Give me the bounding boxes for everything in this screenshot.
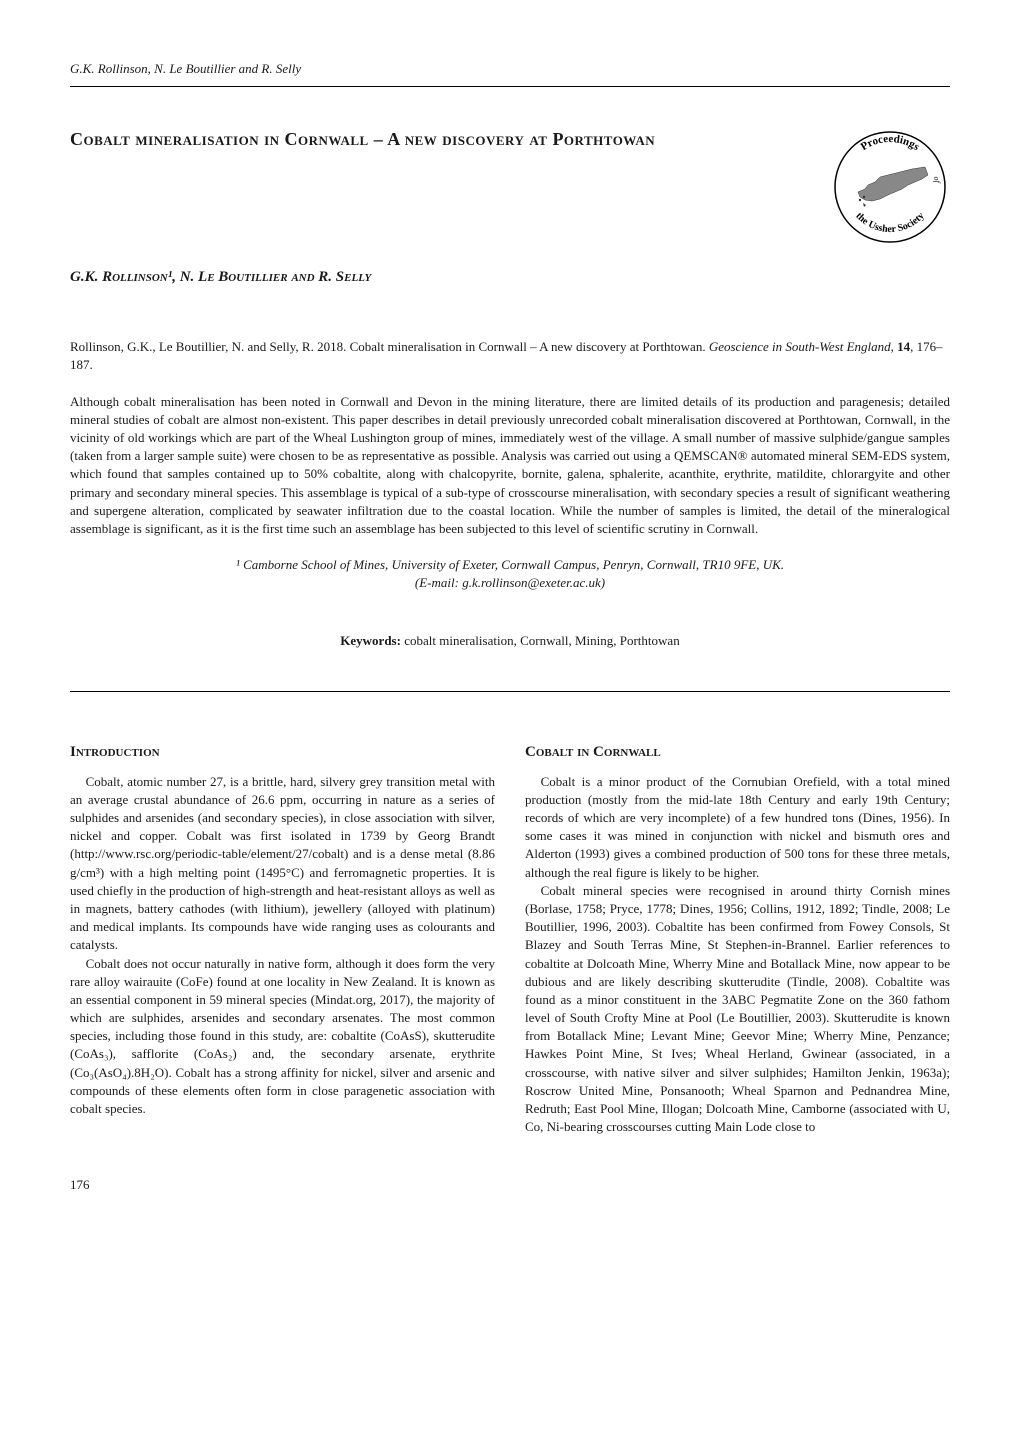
paper-title: Cobalt mineralisation in Cornwall – A ne… <box>70 127 810 152</box>
right-column: Cobalt in Cornwall Cobalt is a minor pro… <box>525 742 950 1137</box>
society-logo: Proceedings of the Ussher Society <box>830 127 950 247</box>
citation-text: Rollinson, G.K., Le Boutillier, N. and S… <box>70 339 706 354</box>
cobalt-cornwall-para2: Cobalt mineral species were recognised i… <box>525 882 950 1137</box>
citation-volume: 14 <box>897 339 910 354</box>
keywords-text: cobalt mineralisation, Cornwall, Mining,… <box>404 633 680 648</box>
keywords: Keywords: cobalt mineralisation, Cornwal… <box>70 632 950 650</box>
authors: G.K. Rollinson¹, N. Le Boutillier and R.… <box>70 267 950 288</box>
affiliation-line2: (E-mail: g.k.rollinson@exeter.ac.uk) <box>70 574 950 592</box>
left-column: Introduction Cobalt, atomic number 27, i… <box>70 742 495 1137</box>
logo-top-suffix: of <box>932 176 942 185</box>
cobalt-cornwall-para1: Cobalt is a minor product of the Cornubi… <box>525 773 950 882</box>
svg-text:of: of <box>932 176 942 185</box>
cobalt-cornwall-heading: Cobalt in Cornwall <box>525 742 950 763</box>
title-row: Cobalt mineralisation in Cornwall – A ne… <box>70 127 950 247</box>
affiliation-line1: ¹ Camborne School of Mines, University o… <box>70 556 950 574</box>
citation-journal: Geoscience in South-West England <box>709 339 891 354</box>
citation: Rollinson, G.K., Le Boutillier, N. and S… <box>70 338 950 374</box>
keywords-label: Keywords: <box>340 633 401 648</box>
abstract: Although cobalt mineralisation has been … <box>70 393 950 539</box>
logo-map-icon <box>858 167 928 201</box>
affiliation: ¹ Camborne School of Mines, University o… <box>70 556 950 592</box>
logo-bottom-text: the Ussher Society <box>853 211 926 236</box>
intro-heading: Introduction <box>70 742 495 763</box>
divider-rule <box>70 691 950 692</box>
body-columns: Introduction Cobalt, atomic number 27, i… <box>70 742 950 1137</box>
running-head: G.K. Rollinson, N. Le Boutillier and R. … <box>70 60 950 78</box>
intro-para1: Cobalt, atomic number 27, is a brittle, … <box>70 773 495 955</box>
intro-para2: Cobalt does not occur naturally in nativ… <box>70 955 495 1119</box>
top-rule <box>70 86 950 87</box>
page-number: 176 <box>70 1176 950 1194</box>
svg-text:the Ussher Society: the Ussher Society <box>853 211 926 236</box>
